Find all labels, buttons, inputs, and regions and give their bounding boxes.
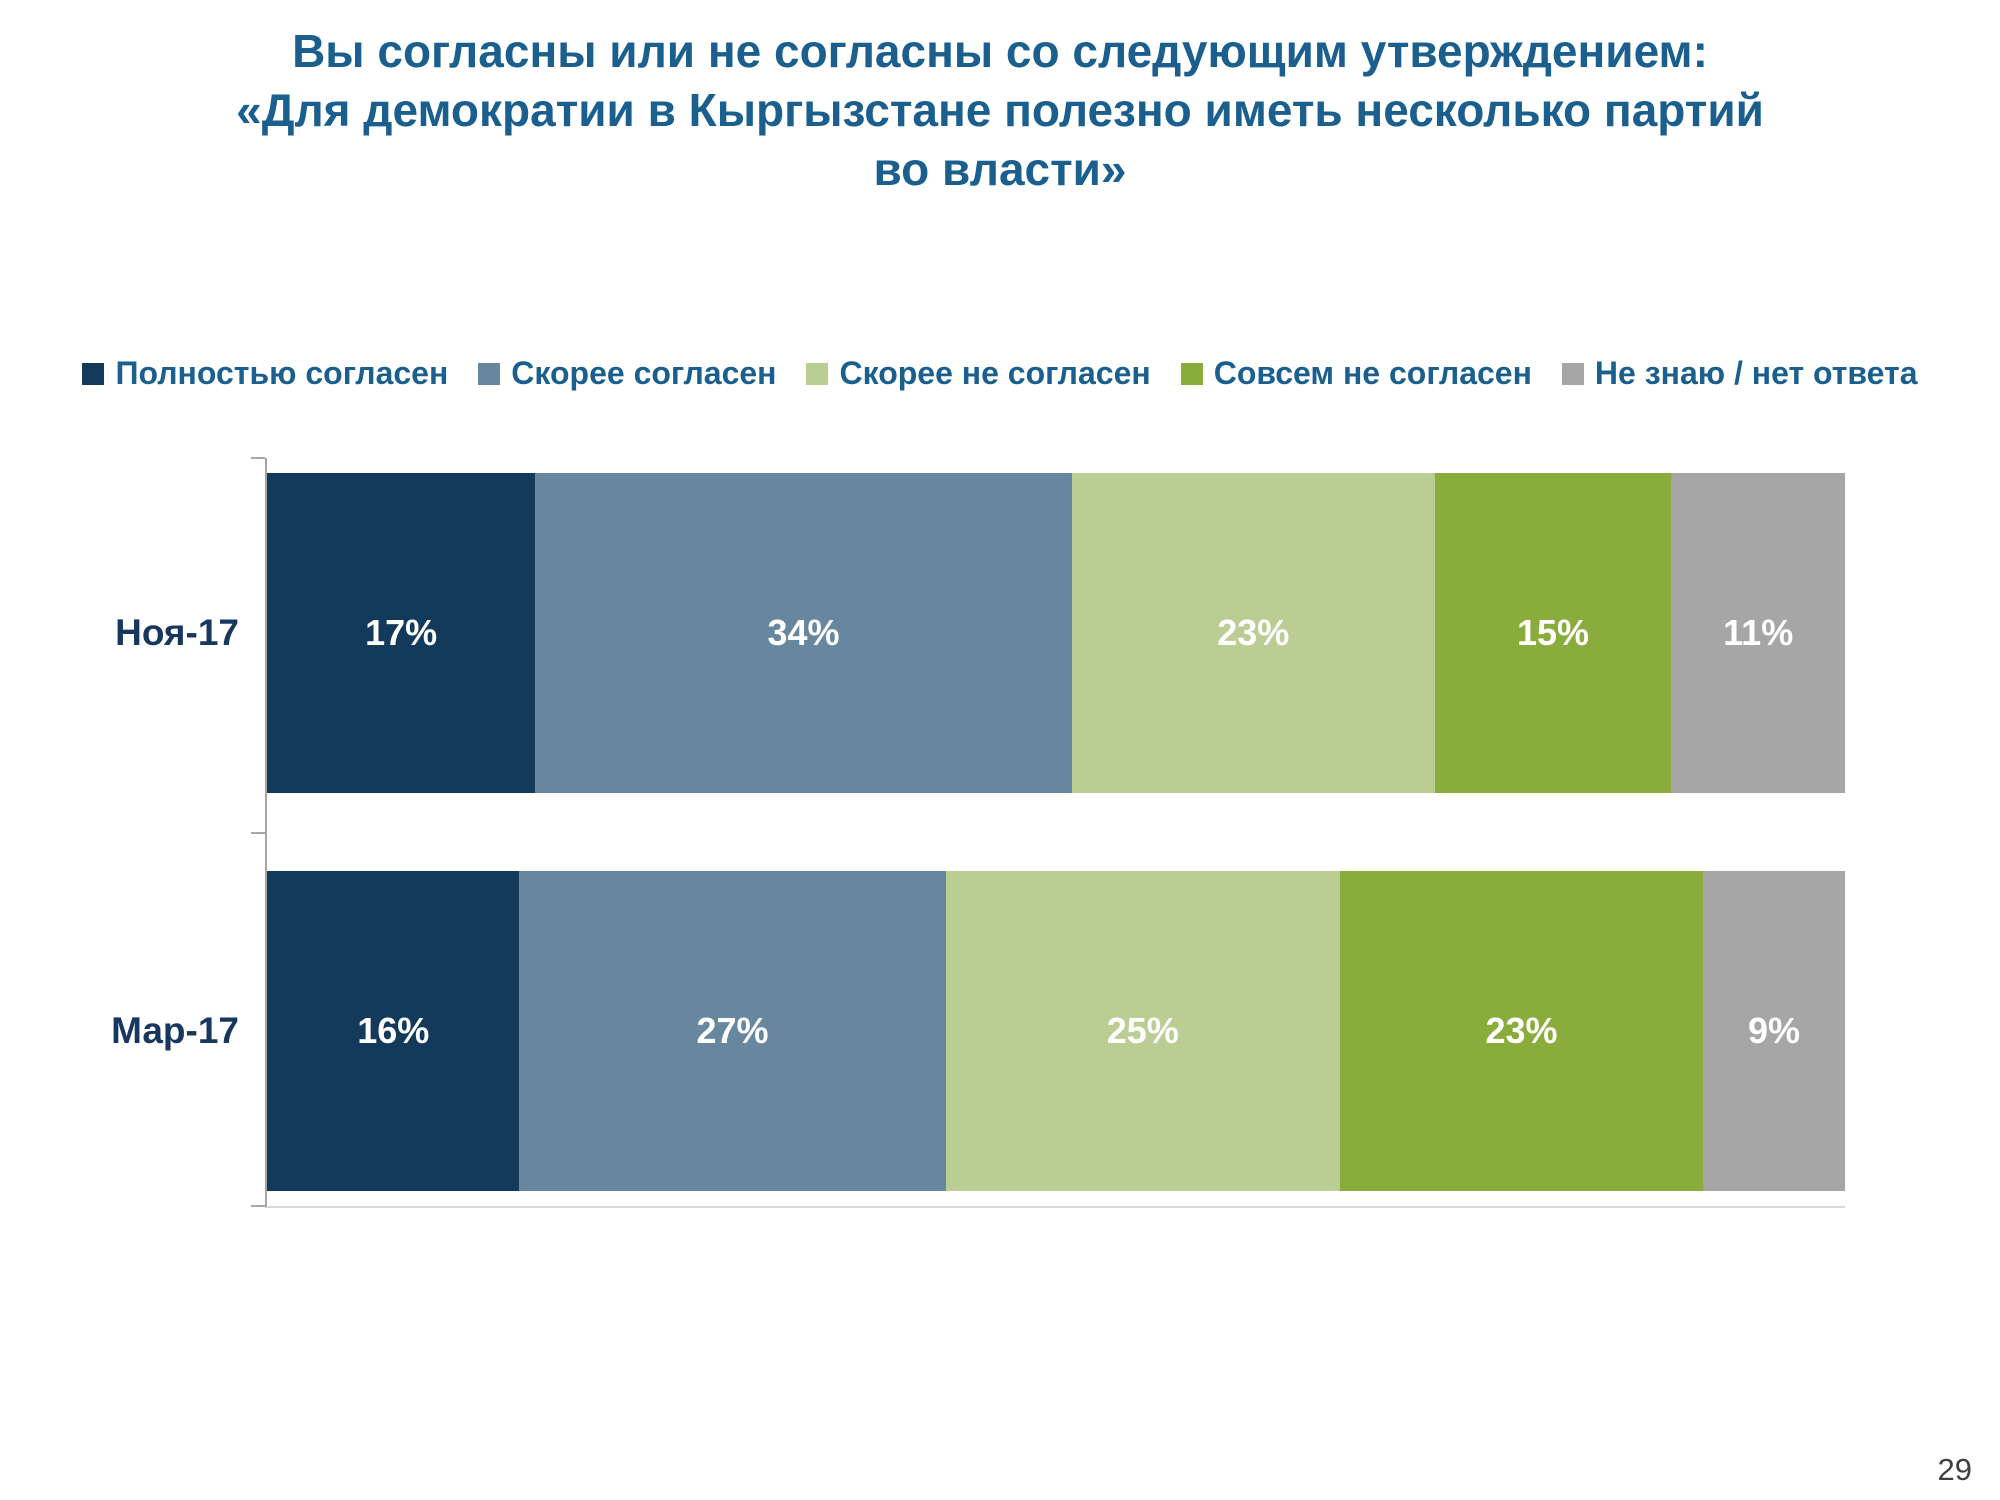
legend: Полностью согласен Скорее согласен Скорее … (60, 355, 1940, 392)
legend-item: Скорее согласен (478, 355, 776, 392)
y-axis-tick (251, 1205, 265, 1207)
legend-swatch (478, 362, 501, 385)
stacked-bar: 17% 34% 23% 15% 11% (267, 473, 1845, 793)
bar-segment: 9% (1702, 871, 1845, 1191)
y-axis-tick (251, 457, 265, 459)
legend-item: Полностью согласен (82, 355, 448, 392)
legend-label: Полностью согласен (115, 355, 449, 391)
data-label: 16% (357, 1010, 430, 1051)
data-label: 15% (1517, 612, 1590, 653)
data-label: 23% (1485, 1010, 1558, 1051)
data-label: 9% (1747, 1010, 1800, 1051)
legend-label: Скорее не согласен (839, 355, 1151, 391)
legend-swatch (82, 362, 105, 385)
bar-segment: 15% (1434, 473, 1672, 793)
data-label: 23% (1217, 612, 1290, 653)
data-label: 11% (1723, 612, 1794, 653)
bar-row: Мар-17 16% 27% 25% 23% 9% (111, 871, 1845, 1191)
data-label: 17% (365, 612, 438, 653)
category-label: Мар-17 (111, 1010, 239, 1051)
bar-segment: 34% (535, 473, 1072, 793)
legend-label: Совсем не согласен (1213, 355, 1532, 391)
bar-segment: 17% (267, 473, 536, 793)
bar-segment: 16% (267, 871, 520, 1191)
legend-label: Скорее согласен (511, 355, 777, 391)
category-label: Ноя-17 (115, 612, 239, 653)
stacked-bar: 16% 27% 25% 23% 9% (267, 871, 1845, 1191)
bar-segment: 23% (1340, 871, 1703, 1191)
legend-swatch (1180, 362, 1203, 385)
bar-segment: 23% (1071, 473, 1435, 793)
chart-title-line-1: Вы согласны или не согласны со следующим… (292, 25, 1708, 77)
data-label: 25% (1106, 1010, 1179, 1051)
y-axis-tick (251, 832, 265, 834)
legend-swatch (1561, 362, 1584, 385)
legend-swatch (806, 362, 829, 385)
legend-item: Скорее не согласен (806, 355, 1151, 392)
legend-item: Совсем не согласен (1180, 355, 1532, 392)
bar-segment: 27% (519, 871, 946, 1191)
legend-label: Не знаю / нет ответа (1594, 355, 1918, 391)
legend-item: Не знаю / нет ответа (1561, 355, 1918, 392)
stacked-bar-chart: Ноя-17 17% 34% 23% 15% 11% Мар-17 16% 27% 25% 23% 9… (0, 457, 1845, 1208)
bar-row: Ноя-17 17% 34% 23% 15% 11% (115, 473, 1845, 793)
chart-title-line-2: «Для демократии в Кыргызстане полезно им… (236, 83, 1764, 136)
data-label: 34% (767, 612, 840, 653)
bar-segment: 25% (945, 871, 1341, 1191)
bar-segment: 11% (1671, 473, 1845, 793)
chart-title-line-3: во власти» (873, 142, 1127, 195)
chart-title: Вы согласны или не согласны со следующим… (60, 22, 1940, 199)
data-label: 27% (696, 1010, 769, 1051)
plot-area: Ноя-17 17% 34% 23% 15% 11% Мар-17 16% 27% 25% 23% 9… (111, 457, 1845, 1208)
page-number: 29 (1937, 1452, 1972, 1487)
